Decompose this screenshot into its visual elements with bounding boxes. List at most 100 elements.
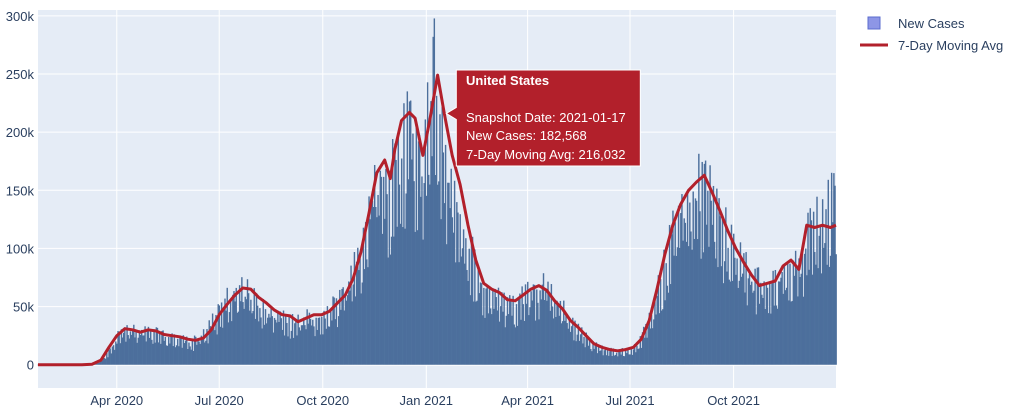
new-cases-bar[interactable]	[488, 287, 491, 365]
new-cases-bar[interactable]	[605, 355, 608, 365]
legend-item-new-cases[interactable]: New Cases	[867, 16, 965, 31]
new-cases-bar[interactable]	[579, 334, 582, 365]
new-cases-bar[interactable]	[348, 281, 350, 365]
new-cases-bar[interactable]	[131, 330, 134, 365]
new-cases-bar[interactable]	[333, 297, 335, 365]
new-cases-bar[interactable]	[389, 254, 392, 365]
new-cases-bar[interactable]	[509, 295, 511, 365]
new-cases-bar[interactable]	[301, 325, 304, 365]
new-cases-bar[interactable]	[464, 263, 466, 365]
new-cases-bar[interactable]	[800, 273, 802, 365]
new-cases-bar[interactable]	[415, 126, 418, 365]
new-cases-bar[interactable]	[228, 312, 231, 365]
new-cases-bar[interactable]	[425, 195, 428, 365]
new-cases-bar[interactable]	[680, 213, 682, 365]
new-cases-bar[interactable]	[249, 310, 251, 365]
new-cases-bar[interactable]	[447, 182, 449, 365]
new-cases-bar[interactable]	[578, 340, 581, 365]
new-cases-bar[interactable]	[372, 207, 375, 365]
new-cases-bar[interactable]	[601, 345, 603, 365]
new-cases-bar[interactable]	[456, 202, 458, 365]
new-cases-bar[interactable]	[546, 300, 548, 365]
new-cases-bar[interactable]	[220, 302, 223, 365]
new-cases-bar[interactable]	[139, 334, 142, 365]
new-cases-bar[interactable]	[135, 331, 137, 365]
new-cases-bar[interactable]	[138, 330, 141, 365]
new-cases-bar[interactable]	[191, 339, 194, 365]
new-cases-bar[interactable]	[127, 335, 129, 365]
new-cases-bar[interactable]	[699, 211, 701, 365]
new-cases-bar[interactable]	[760, 282, 762, 365]
new-cases-bar[interactable]	[423, 183, 425, 365]
new-cases-bar[interactable]	[457, 212, 459, 365]
new-cases-bar[interactable]	[224, 298, 226, 365]
new-cases-bar[interactable]	[426, 82, 429, 365]
new-cases-bar[interactable]	[477, 266, 479, 365]
new-cases-bar[interactable]	[358, 270, 360, 365]
new-cases-bar[interactable]	[756, 267, 759, 365]
new-cases-bar[interactable]	[495, 297, 497, 365]
new-cases-bar[interactable]	[342, 287, 344, 365]
new-cases-bar[interactable]	[461, 248, 464, 365]
new-cases-bar[interactable]	[599, 350, 601, 365]
new-cases-bar[interactable]	[100, 359, 102, 365]
new-cases-bar[interactable]	[537, 302, 539, 365]
new-cases-bar[interactable]	[574, 320, 576, 365]
new-cases-bar[interactable]	[200, 335, 203, 365]
new-cases-bar[interactable]	[438, 181, 440, 365]
new-cases-bar[interactable]	[542, 273, 545, 365]
new-cases-bar[interactable]	[111, 346, 114, 365]
new-cases-bar[interactable]	[165, 345, 168, 365]
new-cases-bar[interactable]	[719, 216, 721, 365]
new-cases-bar[interactable]	[366, 259, 368, 365]
new-cases-bar[interactable]	[395, 159, 397, 365]
new-cases-bar[interactable]	[685, 241, 688, 365]
new-cases-bar[interactable]	[808, 269, 810, 365]
new-cases-bar[interactable]	[655, 314, 657, 365]
new-cases-bar[interactable]	[164, 337, 167, 365]
new-cases-bar[interactable]	[314, 336, 316, 365]
new-cases-bar[interactable]	[725, 207, 727, 365]
new-cases-bar[interactable]	[665, 263, 667, 365]
new-cases-bar[interactable]	[147, 326, 150, 365]
new-cases-bar[interactable]	[794, 250, 797, 365]
new-cases-bar[interactable]	[157, 342, 160, 365]
new-cases-bar[interactable]	[590, 349, 592, 365]
new-cases-bar[interactable]	[118, 333, 120, 365]
new-cases-bar[interactable]	[782, 293, 784, 365]
new-cases-bar[interactable]	[660, 310, 663, 365]
new-cases-bar[interactable]	[664, 300, 666, 365]
new-cases-bar[interactable]	[724, 261, 726, 365]
new-cases-bar[interactable]	[479, 282, 482, 365]
new-cases-bar[interactable]	[718, 198, 720, 365]
new-cases-bar[interactable]	[511, 315, 513, 365]
new-cases-bar[interactable]	[270, 306, 272, 365]
new-cases-bar[interactable]	[404, 228, 406, 365]
new-cases-bar[interactable]	[289, 338, 291, 365]
new-cases-bar[interactable]	[332, 296, 334, 365]
new-cases-bar[interactable]	[787, 263, 789, 365]
new-cases-bar[interactable]	[834, 185, 836, 365]
new-cases-bar[interactable]	[538, 319, 540, 365]
new-cases-bar[interactable]	[346, 295, 349, 365]
new-cases-bar[interactable]	[757, 267, 760, 365]
new-cases-bar[interactable]	[563, 300, 565, 365]
new-cases-bar[interactable]	[225, 310, 227, 365]
new-cases-bar[interactable]	[256, 305, 259, 365]
new-cases-bar[interactable]	[603, 350, 606, 365]
new-cases-bar[interactable]	[657, 275, 660, 365]
new-cases-bar[interactable]	[397, 136, 400, 365]
new-cases-bar[interactable]	[604, 348, 607, 365]
new-cases-bar[interactable]	[522, 304, 524, 365]
new-cases-bar[interactable]	[444, 144, 447, 365]
new-cases-bar[interactable]	[671, 234, 673, 365]
new-cases-bar[interactable]	[715, 258, 717, 365]
new-cases-bar[interactable]	[633, 344, 636, 365]
new-cases-bar[interactable]	[210, 330, 213, 365]
new-cases-bar[interactable]	[360, 293, 362, 365]
new-cases-bar[interactable]	[717, 267, 719, 365]
new-cases-bar[interactable]	[321, 316, 323, 365]
new-cases-bar[interactable]	[740, 276, 743, 365]
new-cases-bar[interactable]	[748, 273, 751, 365]
new-cases-bar[interactable]	[628, 354, 630, 365]
